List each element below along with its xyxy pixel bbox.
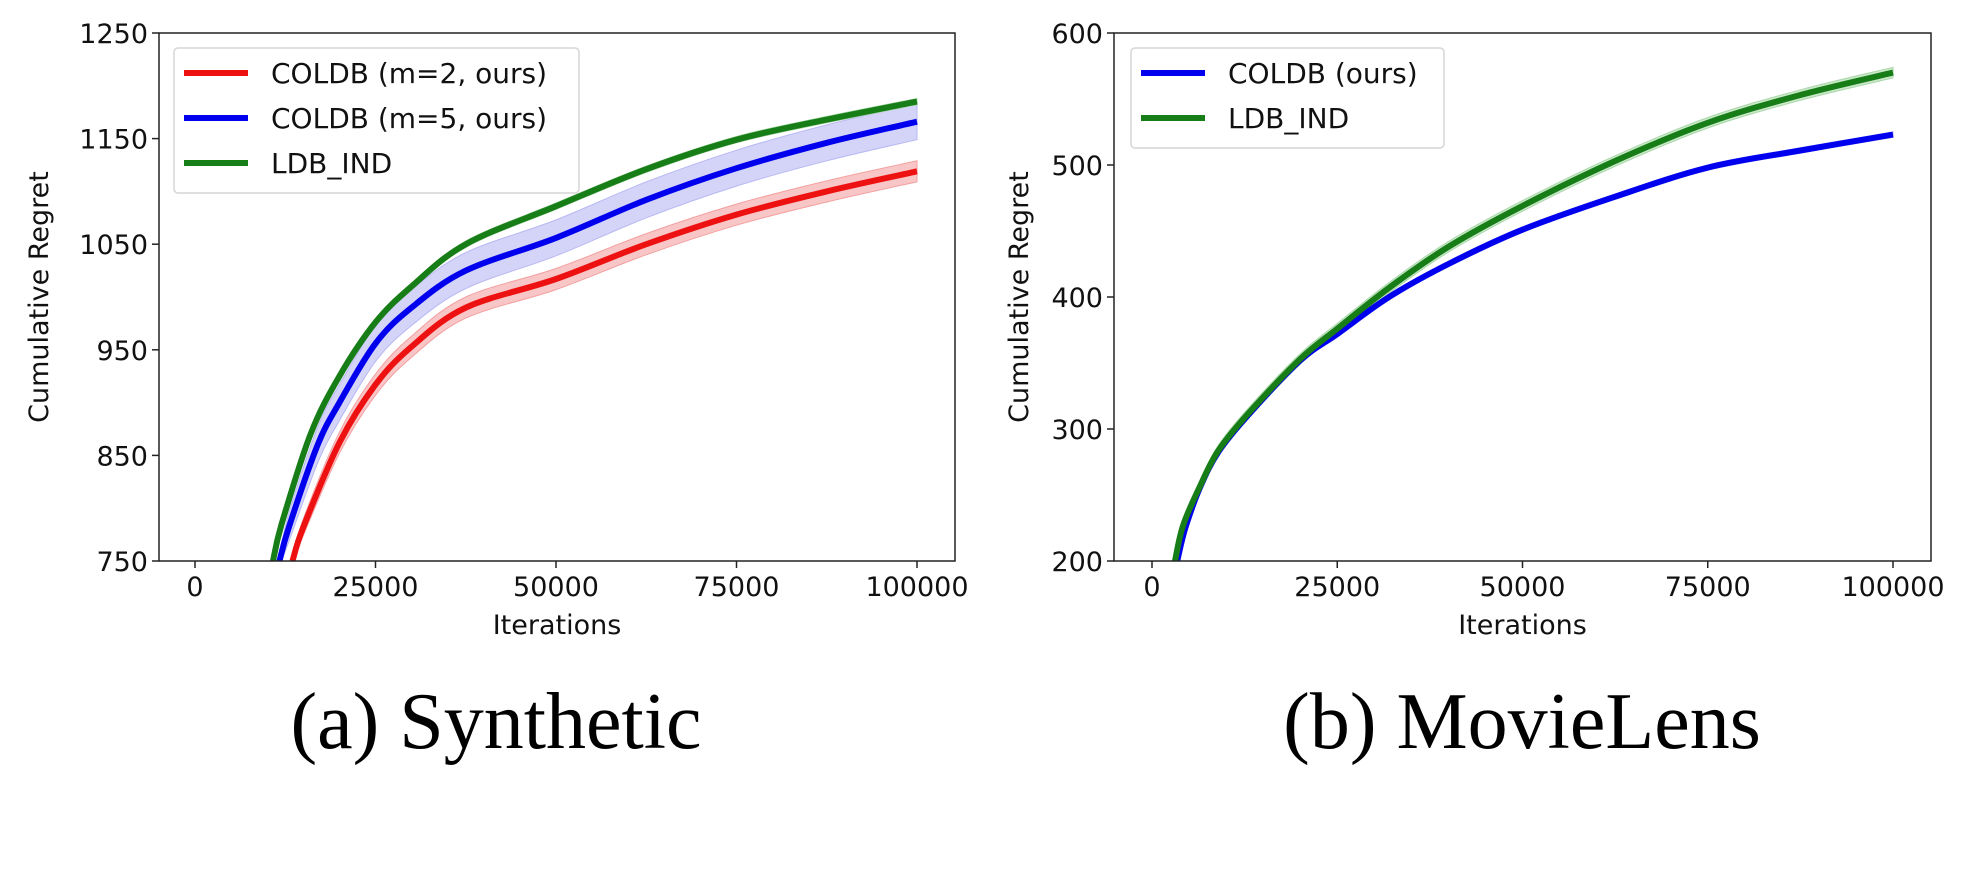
series-line-1 xyxy=(276,118,918,561)
x-tick-label: 0 xyxy=(1143,572,1160,603)
legend-box xyxy=(173,47,580,194)
y-tick-label: 950 xyxy=(96,336,148,367)
x-tick-label: 50000 xyxy=(1480,572,1566,603)
y-tick-label: 1050 xyxy=(79,230,148,261)
plot-area xyxy=(270,97,918,561)
y-tick-label: 600 xyxy=(1051,19,1103,50)
panel-synthetic: 0 25000 50000 75000 100000 750 850 950 1050 1150 1… xyxy=(24,19,969,766)
x-tick-label: 0 xyxy=(186,572,203,603)
x-tick-label: 25000 xyxy=(1294,572,1380,603)
y-tick-label: 750 xyxy=(96,547,148,578)
y-axis-label: Cumulative Regret xyxy=(1004,171,1035,423)
y-tick-label: 300 xyxy=(1051,415,1103,446)
x-tick-label: 50000 xyxy=(513,572,599,603)
y-axis-label: Cumulative Regret xyxy=(24,171,55,423)
x-tick-label: 25000 xyxy=(333,572,419,603)
x-tick-label: 75000 xyxy=(694,572,780,603)
series-line-1 xyxy=(1172,69,1894,561)
series-line-0 xyxy=(289,168,918,561)
x-axis-label: Iterations xyxy=(1458,610,1587,641)
legend: COLDB (m=2, ours) COLDB (m=5, ours) LDB_IN… xyxy=(173,47,580,194)
x-tick-label: 100000 xyxy=(865,572,968,603)
y-tick-label: 1250 xyxy=(79,19,148,50)
panel-movielens: 0 25000 50000 75000 100000 200 300 400 500 600 Ite… xyxy=(1004,19,1945,766)
legend-label-2: LDB_IND xyxy=(271,147,392,180)
plot-area xyxy=(1172,66,1894,561)
x-tick-label: 100000 xyxy=(1841,572,1944,603)
legend-box xyxy=(1130,47,1445,149)
x-axis-label: Iterations xyxy=(493,610,622,641)
y-tick-label: 200 xyxy=(1051,547,1103,578)
legend-label-0: COLDB (m=2, ours) xyxy=(271,57,547,90)
legend-label-1: LDB_IND xyxy=(1228,102,1349,135)
y-tick-label: 1150 xyxy=(79,125,148,156)
legend-label-0: COLDB (ours) xyxy=(1228,57,1418,90)
legend-label-1: COLDB (m=5, ours) xyxy=(271,102,547,135)
axes-frame xyxy=(158,32,956,562)
y-tick-label: 400 xyxy=(1051,283,1103,314)
y-tick-label: 850 xyxy=(96,441,148,472)
y-tick-label: 500 xyxy=(1051,151,1103,182)
subfigure-caption: (a) Synthetic xyxy=(291,678,702,766)
x-tick-label: 75000 xyxy=(1665,572,1751,603)
confidence-band-0 xyxy=(292,160,918,561)
legend: COLDB (ours) LDB_IND xyxy=(1130,47,1445,149)
series-line-2 xyxy=(270,98,918,561)
subfigure-caption: (b) MovieLens xyxy=(1283,678,1761,766)
